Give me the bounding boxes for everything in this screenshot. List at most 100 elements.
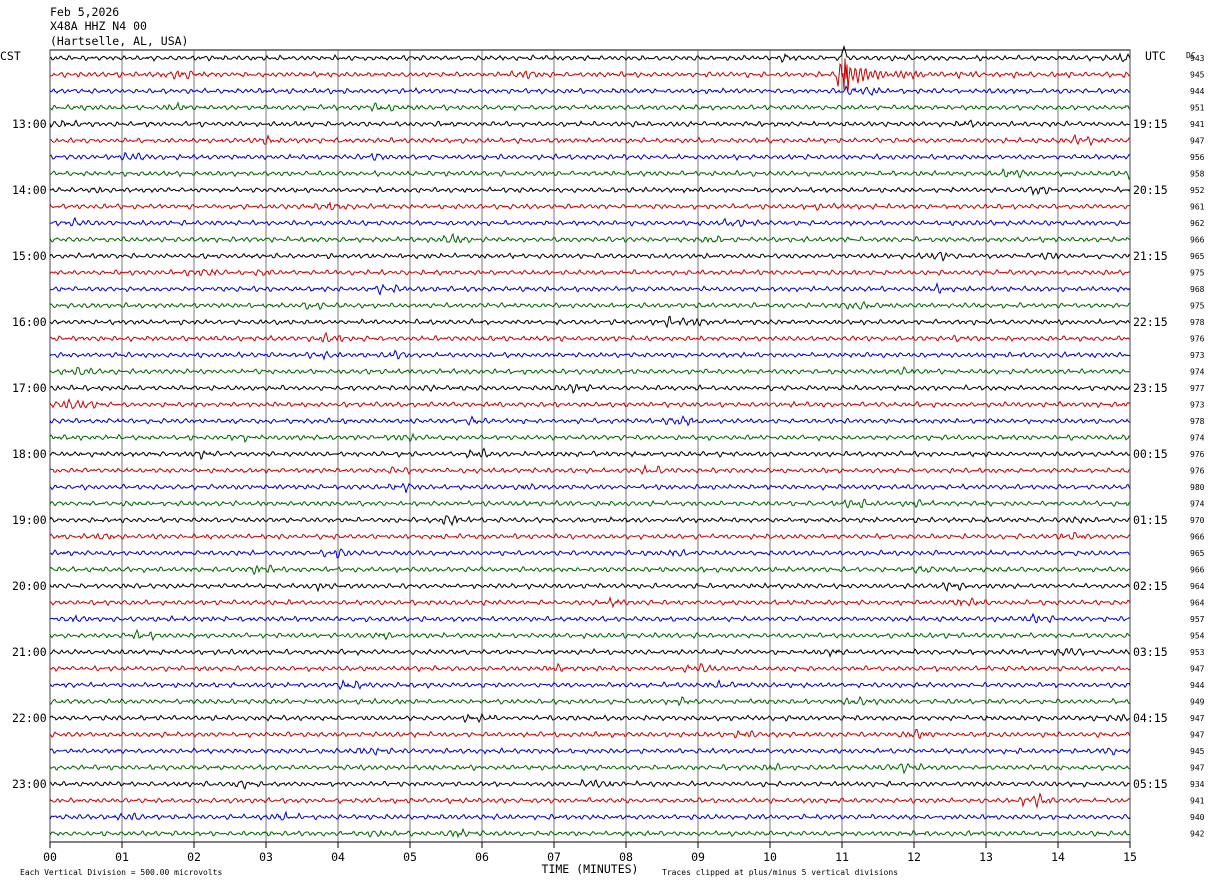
dc-offset-label: 958	[1190, 170, 1205, 179]
dc-offset-label: 973	[1190, 401, 1205, 410]
x-tick-label: 13	[979, 850, 993, 864]
dc-offset-label: 947	[1190, 665, 1205, 674]
seismic-trace-38	[49, 679, 1131, 691]
axis-labels: 00 01 02 03 04 05 06 07 08 09 10 11 12 13 14 15 943 945 94…	[12, 54, 1205, 864]
utc-hour-label: 21:15	[1133, 249, 1168, 263]
dc-offset-label: 945	[1190, 747, 1205, 756]
utc-hour-label: 04:15	[1133, 711, 1168, 725]
dc-offset-label: 956	[1190, 153, 1205, 162]
seismic-trace-28	[49, 515, 1131, 527]
seismic-trace-42	[49, 747, 1131, 756]
dc-offset-label: 965	[1190, 549, 1205, 558]
header-date: Feb 5,2026	[50, 5, 119, 19]
seismic-trace-8	[49, 185, 1131, 197]
seismic-trace-25	[49, 463, 1131, 476]
seismic-trace-10	[49, 216, 1131, 228]
seismic-trace-9	[49, 201, 1131, 211]
dc-offset-label: 941	[1190, 120, 1205, 129]
dc-offset-label: 940	[1190, 813, 1205, 822]
dc-offset-label: 942	[1190, 830, 1205, 839]
cst-hour-label: 13:00	[12, 117, 47, 131]
utc-hour-label: 22:15	[1133, 315, 1168, 329]
cst-hour-label: 17:00	[12, 381, 47, 395]
x-tick-label: 14	[1051, 850, 1065, 864]
seismic-trace-33	[49, 595, 1131, 609]
seismic-trace-3	[49, 101, 1131, 113]
dc-offset-label: 941	[1190, 797, 1205, 806]
utc-hour-label: 05:15	[1133, 777, 1168, 791]
dc-offset-label: 966	[1190, 566, 1205, 575]
utc-hour-label: 01:15	[1133, 513, 1168, 527]
seismic-trace-37	[49, 662, 1131, 674]
x-tick-label: 02	[187, 850, 201, 864]
clip-note: Traces clipped at plus/minus 5 vertical …	[662, 868, 898, 877]
dc-offset-label: 961	[1190, 203, 1205, 212]
dc-offset-label: 976	[1190, 335, 1205, 344]
cst-hour-label: 14:00	[12, 183, 47, 197]
cst-hour-label: 15:00	[12, 249, 47, 263]
seismic-trace-36	[49, 647, 1131, 658]
utc-hour-label: 19:15	[1133, 117, 1168, 131]
dc-offset-label: 962	[1190, 219, 1205, 228]
header-location: (Hartselle, AL, USA)	[50, 34, 188, 48]
seismic-trace-30	[49, 548, 1131, 559]
left-timezone-label: CST	[0, 49, 21, 63]
seismic-trace-46	[49, 810, 1131, 821]
dc-offset-label: 949	[1190, 698, 1205, 707]
dc-offset-label: 951	[1190, 104, 1205, 113]
dc-offset-label: 976	[1190, 467, 1205, 476]
seismic-trace-5	[49, 133, 1131, 147]
utc-hour-label: 00:15	[1133, 447, 1168, 461]
x-tick-label: 08	[619, 850, 633, 864]
seismic-traces	[49, 44, 1131, 839]
cst-hour-label: 23:00	[12, 777, 47, 791]
dc-offset-label: 943	[1190, 54, 1205, 63]
dc-offset-label: 978	[1190, 417, 1205, 426]
cst-hour-label: 20:00	[12, 579, 47, 593]
header-station: X48A HHZ N4 00	[50, 19, 147, 33]
seismic-trace-6	[49, 151, 1131, 161]
seismic-trace-29	[49, 531, 1131, 541]
seismic-trace-24	[49, 447, 1131, 460]
seismic-trace-40	[49, 712, 1131, 724]
seismic-trace-43	[49, 762, 1131, 775]
x-tick-label: 07	[547, 850, 561, 864]
x-tick-label: 12	[907, 850, 921, 864]
right-timezone-label: UTC	[1145, 49, 1166, 63]
seismic-trace-2	[49, 85, 1131, 97]
seismic-trace-17	[49, 331, 1131, 343]
dc-offset-label: 978	[1190, 318, 1205, 327]
seismic-trace-34	[49, 612, 1130, 624]
x-tick-label: 10	[763, 850, 777, 864]
seismic-trace-16	[49, 315, 1131, 329]
utc-hour-label: 02:15	[1133, 579, 1168, 593]
dc-offset-label: 947	[1190, 137, 1205, 146]
cst-hour-label: 19:00	[12, 513, 47, 527]
seismic-trace-39	[49, 695, 1131, 707]
x-tick-label: 11	[835, 850, 849, 864]
dc-offset-label: 944	[1190, 681, 1205, 690]
dc-offset-label: 974	[1190, 500, 1205, 509]
seismic-trace-47	[49, 827, 1131, 839]
dc-offset-label: 973	[1190, 351, 1205, 360]
scale-note: Each Vertical Division = 500.00 microvol…	[20, 868, 222, 877]
seismic-trace-27	[49, 498, 1131, 509]
seismic-trace-20	[49, 383, 1131, 394]
dc-offset-label: 944	[1190, 87, 1205, 96]
cst-hour-label: 16:00	[12, 315, 47, 329]
dc-offset-label: 964	[1190, 599, 1205, 608]
dc-offset-label: 945	[1190, 71, 1205, 80]
x-tick-label: 15	[1123, 850, 1137, 864]
cst-hour-label: 18:00	[12, 447, 47, 461]
minute-gridlines	[49, 49, 1131, 848]
seismic-trace-18	[49, 349, 1131, 361]
dc-offset-label: 957	[1190, 615, 1205, 624]
dc-offset-label: 953	[1190, 648, 1205, 657]
seismic-trace-31	[49, 564, 1131, 576]
x-tick-label: 09	[691, 850, 705, 864]
dc-offset-label: 966	[1190, 533, 1205, 542]
dc-offset-label: 975	[1190, 302, 1205, 311]
x-tick-label: 01	[115, 850, 129, 864]
dc-offset-label: 952	[1190, 186, 1205, 195]
seismic-trace-14	[49, 281, 1131, 296]
